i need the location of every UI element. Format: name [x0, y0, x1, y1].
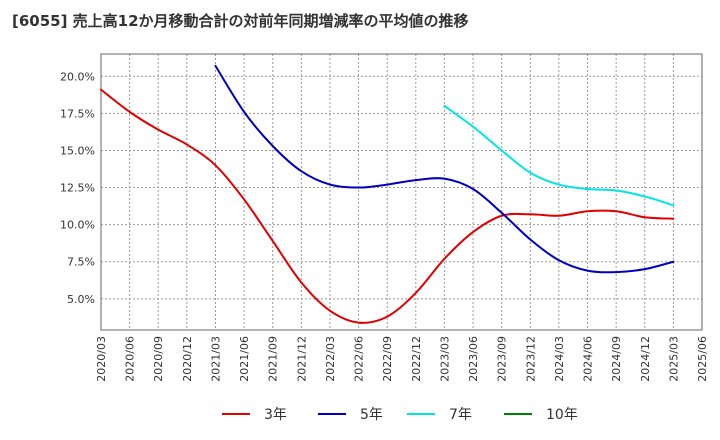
- y-tick-label: 20.0%: [60, 70, 95, 83]
- x-tick-label: 2024/12: [639, 336, 652, 382]
- y-tick-label: 17.5%: [60, 107, 95, 120]
- y-tick-label: 12.5%: [60, 182, 95, 195]
- x-tick-label: 2024/09: [610, 336, 623, 382]
- x-tick-label: 2025/06: [696, 336, 709, 382]
- y-tick-label: 15.0%: [60, 144, 95, 157]
- x-tick-label: 2021/03: [209, 336, 222, 382]
- series-line-1: [100, 88, 675, 324]
- x-tick-label: 2022/06: [353, 336, 366, 382]
- legend-label-1: 3年: [264, 407, 287, 423]
- x-tick-label: 2021/09: [267, 336, 280, 382]
- x-tick-label: 2023/09: [496, 336, 509, 382]
- x-tick-label: 2024/03: [553, 336, 566, 382]
- legend-label-2: 5年: [360, 407, 383, 423]
- legend-label-4: 10年: [546, 407, 578, 423]
- x-tick-label: 2020/03: [95, 336, 108, 382]
- x-tick-label: 2024/06: [582, 336, 595, 382]
- x-tick-label: 2021/06: [238, 336, 251, 382]
- x-tick-label: 2020/09: [152, 336, 165, 382]
- x-tick-label: 2023/03: [438, 336, 451, 382]
- series-line-3: [443, 104, 675, 207]
- legend-label-3: 7年: [449, 407, 472, 423]
- x-tick-label: 2023/06: [467, 336, 480, 382]
- x-tick-label: 2025/03: [667, 336, 680, 382]
- x-tick-label: 2020/06: [124, 336, 137, 382]
- x-tick-label: 2021/12: [295, 336, 308, 382]
- chart-title: [6055] 売上高12か月移動合計の対前年同期増減率の平均値の推移: [12, 12, 469, 30]
- x-tick-label: 2023/12: [524, 336, 537, 382]
- x-tick-label: 2022/12: [410, 336, 423, 382]
- x-tick-label: 2022/03: [324, 336, 337, 382]
- y-tick-label: 5.0%: [67, 293, 95, 306]
- series-line-2: [214, 64, 675, 274]
- x-tick-label: 2020/12: [181, 336, 194, 382]
- y-tick-label: 10.0%: [60, 219, 95, 232]
- x-tick-label: 2022/09: [381, 336, 394, 382]
- y-tick-label: 7.5%: [67, 256, 95, 269]
- plot-area: [101, 54, 702, 330]
- plot-border: [100, 53, 703, 331]
